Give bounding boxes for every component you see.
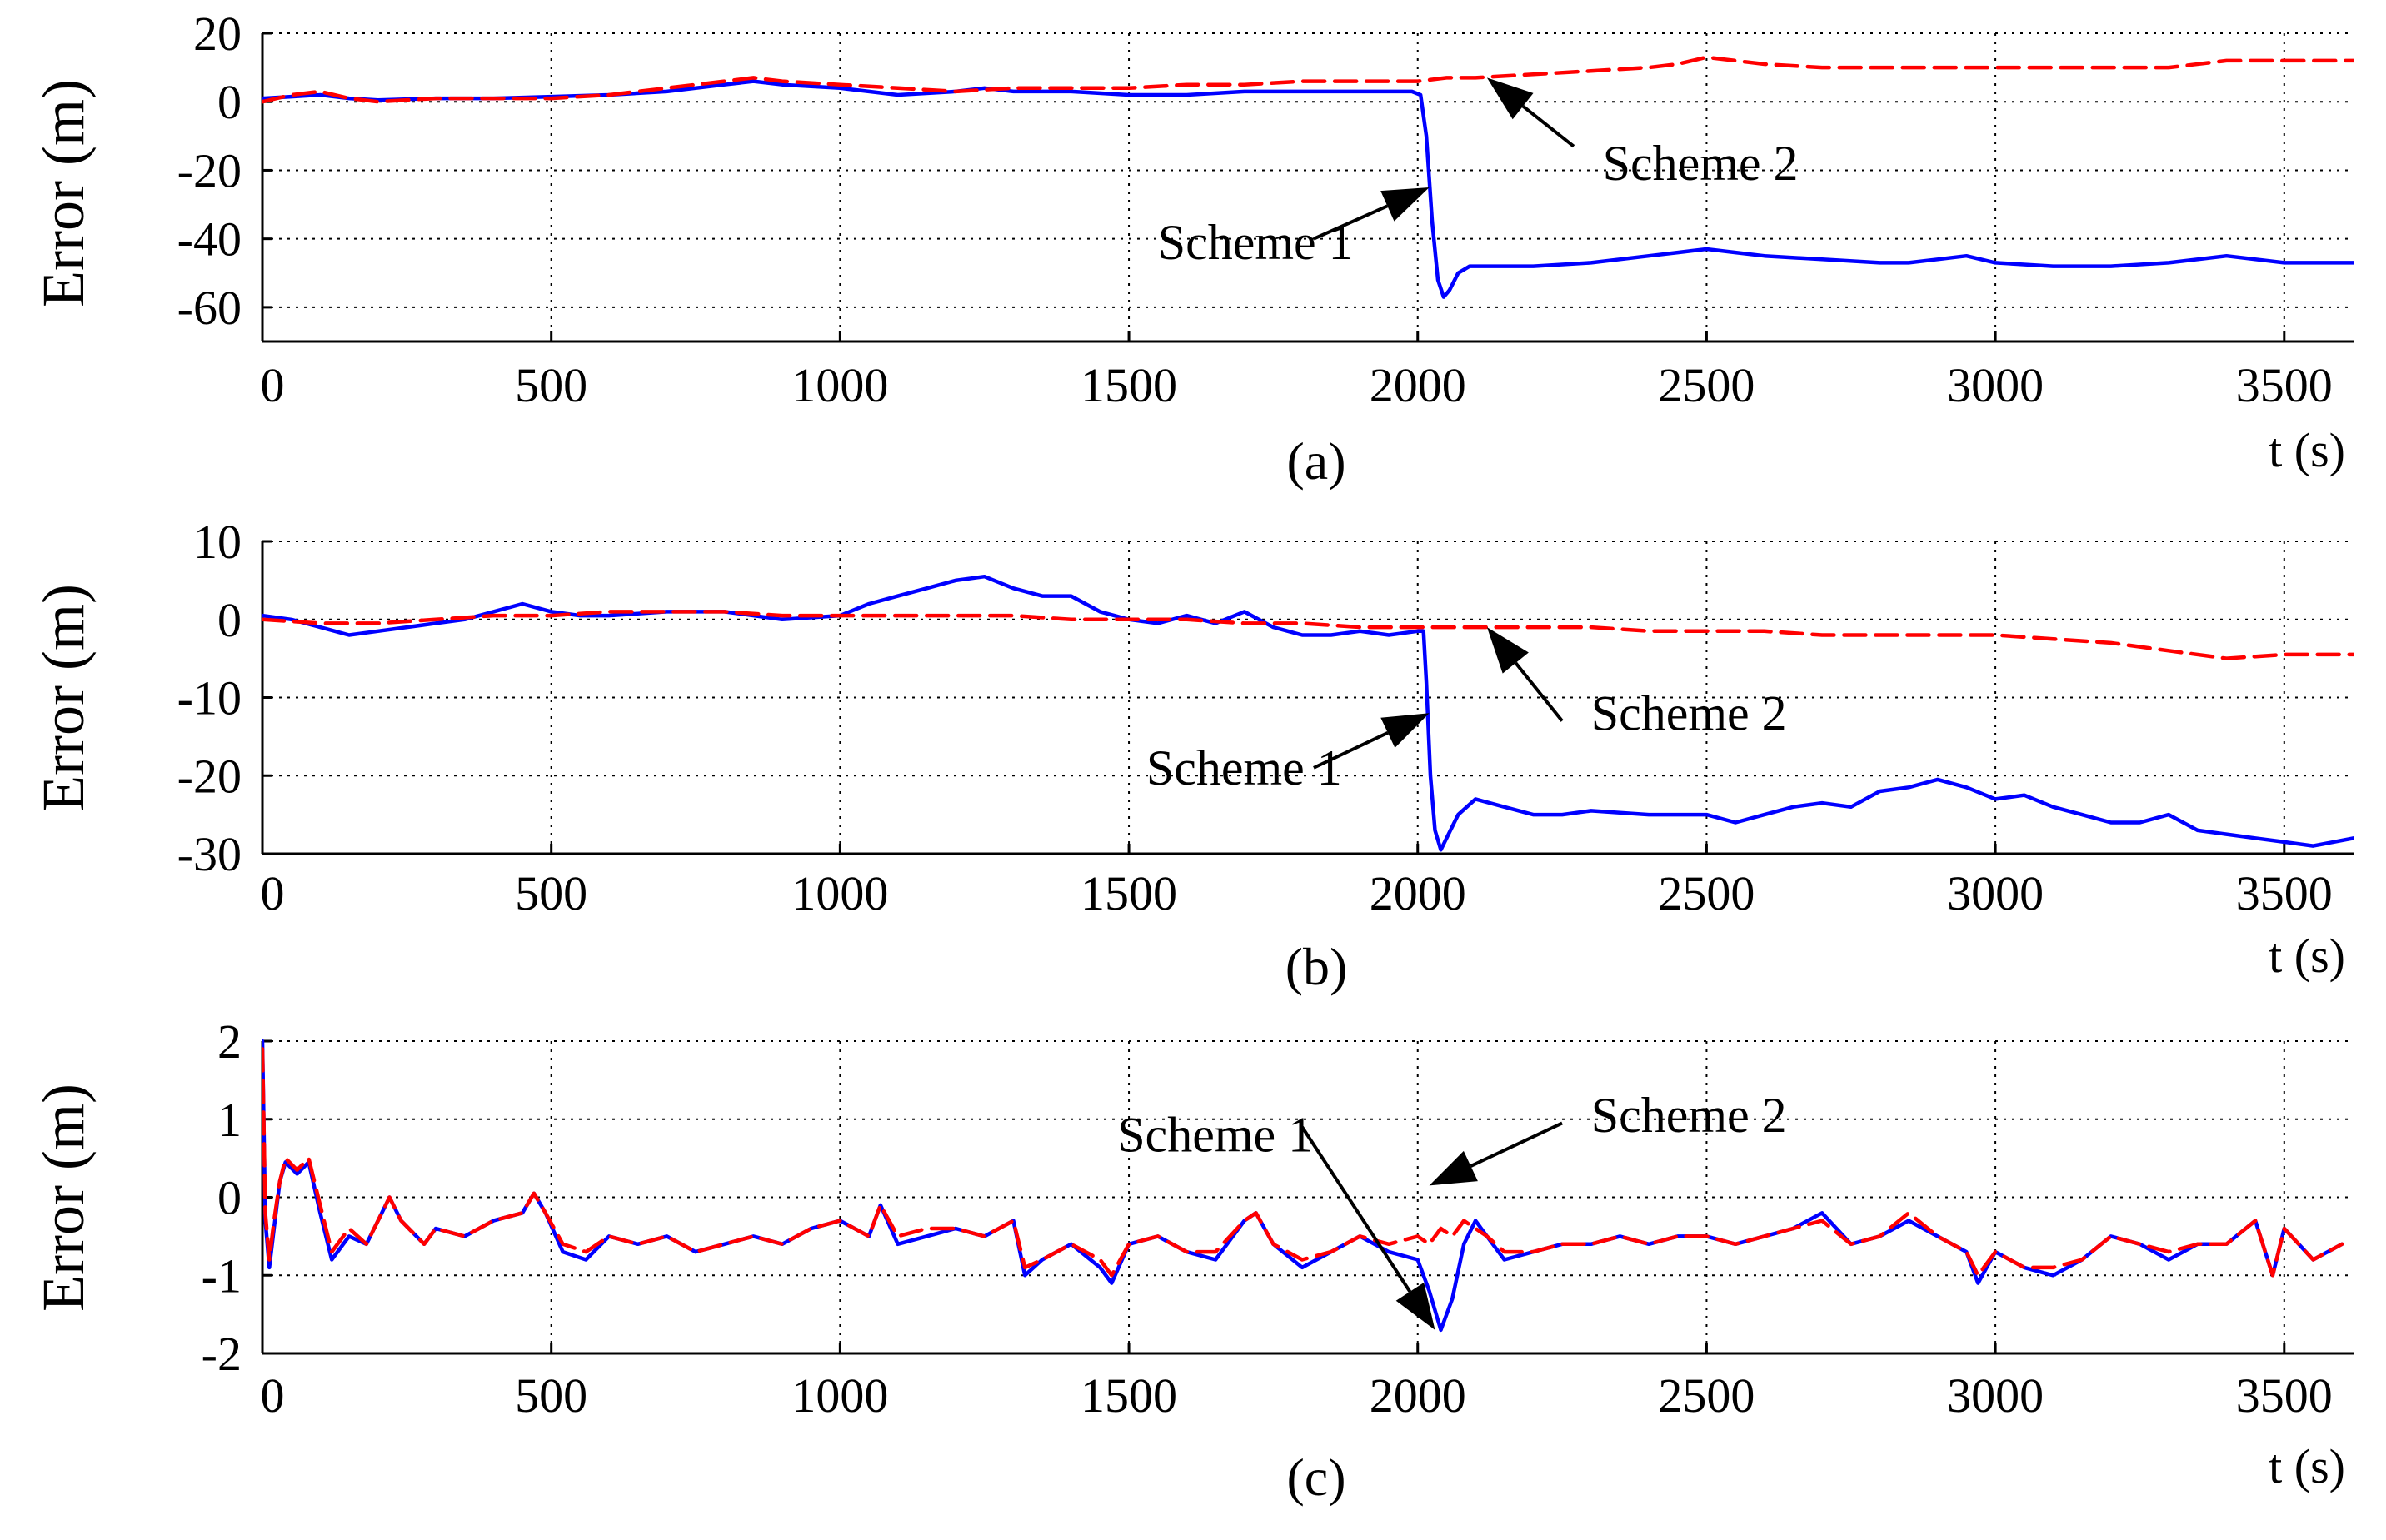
annotation-scheme-2: Scheme 2 — [1591, 685, 1787, 740]
x-tick-label: 1500 — [1081, 866, 1177, 920]
x-tick-label: 1500 — [1081, 1368, 1177, 1423]
y-tick-label: 1 — [217, 1093, 242, 1147]
y-tick-label: -2 — [202, 1327, 242, 1381]
annotation-arrow-head — [1380, 713, 1430, 748]
y-tick-label: 20 — [193, 7, 242, 61]
x-tick-label: 2500 — [1658, 866, 1755, 920]
x-tick-label: 1000 — [791, 358, 888, 412]
annotation-arrow-shaft — [1514, 661, 1564, 722]
annotation-arrow-shaft — [1313, 204, 1389, 241]
y-tick-label: -1 — [202, 1248, 242, 1303]
panel-label: (b) — [1285, 937, 1348, 996]
series-line-scheme-1 — [262, 79, 2354, 299]
x-tick-label: 1000 — [791, 1368, 888, 1423]
x-tick-label: 2000 — [1370, 866, 1466, 920]
x-tick-label: 3500 — [2236, 1368, 2333, 1423]
annotation-arrow-head — [1395, 1282, 1435, 1330]
x-tick-label: 500 — [515, 358, 587, 412]
annotation-scheme-1: Scheme 1 — [1117, 1108, 1313, 1163]
y-tick-label: -20 — [177, 749, 242, 803]
y-tick-label: 0 — [217, 75, 242, 129]
x-axis-label: t (s) — [2269, 929, 2345, 983]
panel-label: (a) — [1286, 431, 1345, 491]
annotation-scheme-1: Scheme 1 — [1158, 215, 1354, 270]
panel-b: 0 500 1000 1500 2000 2500 3000 3500 10 0 -10 -20 -30… — [30, 515, 2354, 996]
y-tick-label: -30 — [177, 827, 242, 881]
annotation-arrow-shaft — [1313, 730, 1389, 770]
x-tick-label: 3000 — [1947, 358, 2044, 412]
y-tick-label: -10 — [177, 671, 242, 725]
x-tick-label: 2000 — [1370, 1368, 1466, 1423]
x-axis-label: t (s) — [2269, 1439, 2345, 1493]
annotation-arrow-head — [1486, 627, 1529, 674]
series-line-scheme-2 — [262, 55, 2354, 104]
series-line-scheme-1 — [262, 574, 2354, 852]
y-tick-label: 2 — [217, 1014, 242, 1069]
x-tick-label: 1000 — [791, 866, 888, 920]
annotation-arrow-head — [1380, 187, 1430, 222]
y-tick-label: -20 — [177, 143, 242, 197]
y-tick-label: 10 — [193, 515, 242, 569]
annotation-arrow-shaft — [1521, 104, 1575, 148]
x-tick-label: 2500 — [1658, 1368, 1755, 1423]
annotation-scheme-2: Scheme 2 — [1603, 136, 1799, 191]
y-tick-label: 0 — [217, 1171, 242, 1225]
annotation-scheme-1: Scheme 1 — [1146, 740, 1342, 795]
panel-label: (c) — [1286, 1448, 1345, 1507]
x-tick-label: 2000 — [1370, 358, 1466, 412]
x-tick-label: 0 — [261, 866, 285, 920]
y-axis-label: Error (m) — [30, 584, 97, 812]
y-axis-label: Error (m) — [30, 79, 97, 307]
series-line-scheme-2 — [262, 1047, 2344, 1278]
annotation-scheme-2: Scheme 2 — [1591, 1088, 1787, 1143]
x-tick-label: 500 — [515, 1368, 587, 1423]
annotation-arrow-shaft — [1300, 1126, 1412, 1293]
y-tick-label: -60 — [177, 281, 242, 335]
x-tick-label: 3000 — [1947, 866, 2044, 920]
y-tick-label: 0 — [217, 593, 242, 647]
annotation-arrow-head — [1486, 77, 1534, 120]
y-tick-label: -40 — [177, 212, 242, 267]
y-axis-label: Error (m) — [30, 1084, 97, 1312]
annotation-arrow-shaft — [1470, 1121, 1563, 1168]
panel-a: 0 500 1000 1500 2000 2500 3000 3500 20 0 -20 -40 -60… — [30, 7, 2354, 491]
series-line-scheme-1 — [262, 1039, 2344, 1333]
x-tick-label: 3500 — [2236, 866, 2333, 920]
x-tick-label: 3000 — [1947, 1368, 2044, 1423]
x-tick-label: 500 — [515, 866, 587, 920]
x-tick-label: 0 — [261, 358, 285, 412]
x-tick-label: 3500 — [2236, 358, 2333, 412]
x-tick-label: 2500 — [1658, 358, 1755, 412]
annotation-arrow-head — [1429, 1150, 1478, 1186]
x-axis-label: t (s) — [2269, 423, 2345, 477]
series-line-scheme-2 — [262, 610, 2354, 660]
x-tick-label: 1500 — [1081, 358, 1177, 412]
x-tick-label: 0 — [261, 1368, 285, 1423]
panel-c: 0 500 1000 1500 2000 2500 3000 3500 2 1 0 -1 -2 Error… — [30, 1014, 2354, 1507]
